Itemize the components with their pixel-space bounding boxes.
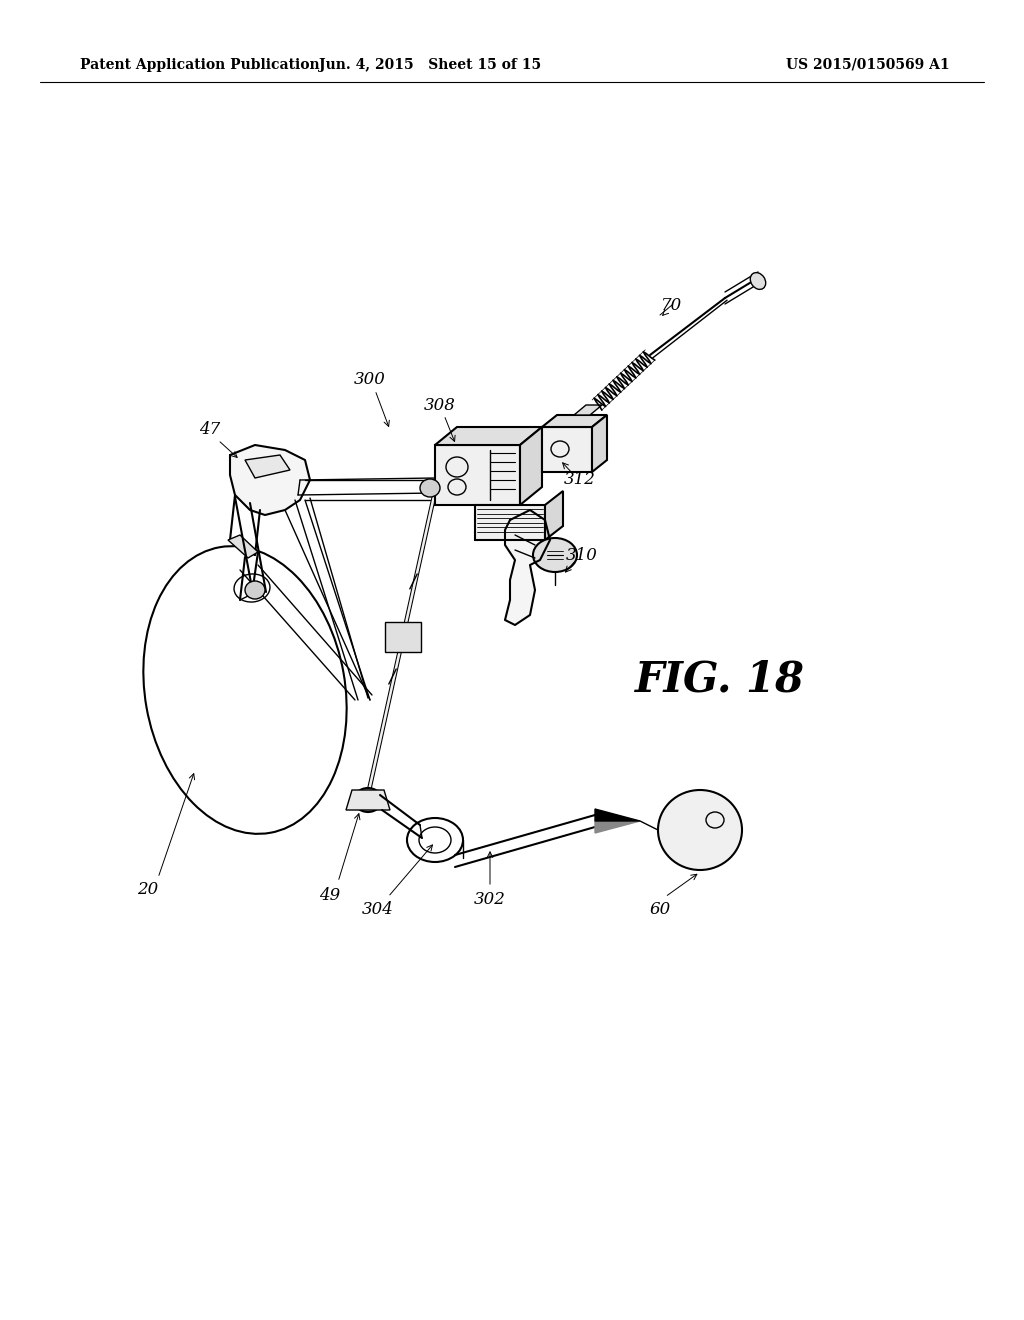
Polygon shape	[435, 426, 542, 445]
Ellipse shape	[534, 539, 577, 572]
Text: 70: 70	[662, 297, 683, 314]
Ellipse shape	[354, 788, 382, 812]
Text: Jun. 4, 2015   Sheet 15 of 15: Jun. 4, 2015 Sheet 15 of 15	[318, 58, 541, 73]
Text: 20: 20	[137, 882, 159, 899]
Polygon shape	[475, 506, 545, 540]
Text: 49: 49	[319, 887, 341, 903]
Text: 60: 60	[649, 902, 671, 919]
Polygon shape	[505, 510, 550, 624]
Polygon shape	[542, 414, 607, 426]
Ellipse shape	[245, 581, 265, 599]
Polygon shape	[346, 789, 390, 810]
Polygon shape	[435, 445, 520, 506]
Ellipse shape	[420, 479, 440, 498]
Text: 308: 308	[424, 396, 456, 413]
Polygon shape	[574, 405, 602, 414]
Polygon shape	[520, 426, 542, 506]
Polygon shape	[228, 535, 258, 558]
Text: Patent Application Publication: Patent Application Publication	[80, 58, 319, 73]
Text: US 2015/0150569 A1: US 2015/0150569 A1	[786, 58, 950, 73]
Polygon shape	[595, 821, 640, 833]
Text: 47: 47	[200, 421, 220, 438]
Text: 302: 302	[474, 891, 506, 908]
Polygon shape	[245, 455, 290, 478]
Polygon shape	[595, 809, 640, 821]
Text: 310: 310	[566, 546, 598, 564]
Text: 300: 300	[354, 371, 386, 388]
Text: 312: 312	[564, 471, 596, 488]
Text: FIG. 18: FIG. 18	[635, 659, 805, 701]
Polygon shape	[592, 414, 607, 473]
Polygon shape	[542, 426, 592, 473]
Text: 304: 304	[362, 902, 394, 919]
Ellipse shape	[751, 273, 766, 289]
Polygon shape	[385, 622, 421, 652]
Polygon shape	[545, 491, 563, 540]
Polygon shape	[367, 478, 439, 795]
Polygon shape	[230, 445, 310, 515]
Ellipse shape	[658, 789, 742, 870]
